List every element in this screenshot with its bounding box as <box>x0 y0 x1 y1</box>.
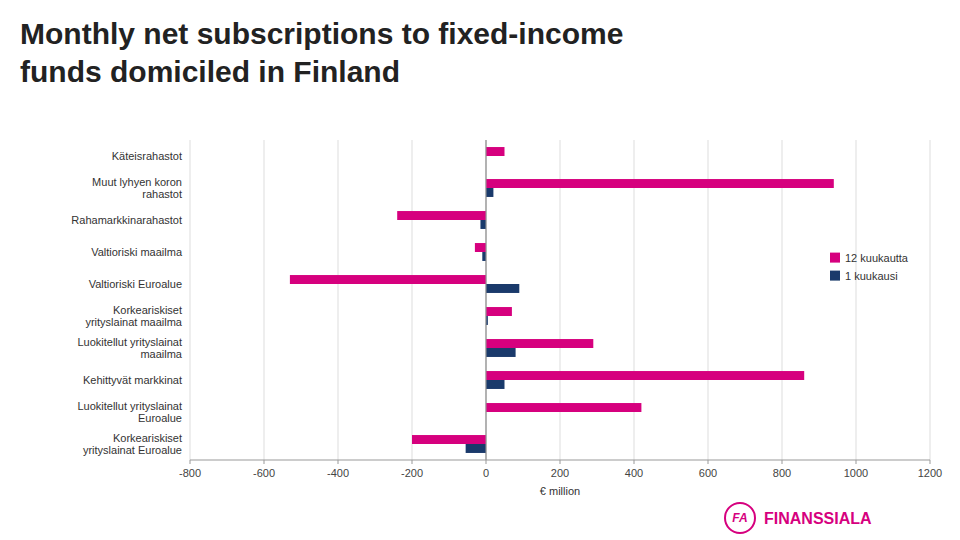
tick-mark <box>856 460 857 464</box>
bars <box>290 147 834 453</box>
category-label: Korkeariskisetyrityslainat Euroalue <box>83 432 182 456</box>
category-label: Kehittyvät markkinat <box>83 374 182 386</box>
grid-line <box>486 140 487 460</box>
tick-label: -400 <box>327 467 349 479</box>
tick-label: 1200 <box>918 467 942 479</box>
legend-label: 1 kuukausi <box>845 270 898 282</box>
legend-swatch <box>830 253 840 263</box>
grid-line <box>190 140 191 460</box>
tick-label: 0 <box>483 467 489 479</box>
bar <box>397 211 486 220</box>
tick-mark <box>190 460 191 464</box>
grid-line <box>930 140 931 460</box>
chart: Monthly net subscriptions to fixed-incom… <box>0 0 960 540</box>
zero-line <box>486 140 487 460</box>
category-label: Valtioriski maailma <box>91 246 183 258</box>
bar <box>486 339 593 348</box>
tick-label: -600 <box>253 467 275 479</box>
bar <box>486 371 804 380</box>
bar <box>486 179 834 188</box>
bar <box>480 220 486 229</box>
bar <box>475 243 486 252</box>
grid <box>190 140 930 460</box>
category-label: Luokitellut yrityslainatmaailma <box>77 336 182 360</box>
category-label: Luokitellut yrityslainatEuroalue <box>77 400 182 424</box>
category-label: Muut lyhyen koronrahastot <box>92 176 182 200</box>
category-label: Rahamarkkinarahastot <box>71 214 182 226</box>
annotation: FA <box>732 511 747 525</box>
bar <box>486 188 493 197</box>
legend-label: 12 kuukautta <box>845 252 909 264</box>
bar <box>486 380 505 389</box>
tick-mark <box>782 460 783 464</box>
tick-label: 1000 <box>844 467 868 479</box>
category-label: Korkeariskisetyrityslainat maailma <box>85 304 182 328</box>
tick-mark <box>708 460 709 464</box>
logo: FA FINANSSIALA <box>725 503 872 533</box>
tick-label: -800 <box>179 467 201 479</box>
tick-mark <box>560 460 561 464</box>
tick-label: 200 <box>551 467 569 479</box>
x-axis-line <box>190 460 930 461</box>
bar <box>486 403 641 412</box>
tick-mark <box>338 460 339 464</box>
legend: 12 kuukautta 1 kuukausi <box>830 252 909 282</box>
tick-label: -200 <box>401 467 423 479</box>
bar <box>486 348 516 357</box>
bar <box>466 444 486 453</box>
grid-line <box>264 140 265 460</box>
tick-mark <box>930 460 931 464</box>
category-label: Käteisrahastot <box>112 150 182 162</box>
bar <box>290 275 486 284</box>
category-label: Valtioriski Euroalue <box>89 278 182 290</box>
bar <box>486 284 519 293</box>
tick-label: 400 <box>625 467 643 479</box>
title: Monthly net subscriptions to fixed-incom… <box>20 17 623 88</box>
bar <box>412 435 486 444</box>
tick-mark <box>486 460 487 464</box>
grid-line <box>856 140 857 460</box>
tick-mark <box>412 460 413 464</box>
tick-label: 600 <box>699 467 717 479</box>
tick-mark <box>634 460 635 464</box>
tick-mark <box>264 460 265 464</box>
x-axis-label: € million <box>540 485 580 497</box>
annotation: FINANSSIALA <box>764 510 872 527</box>
tick-label: 800 <box>773 467 791 479</box>
grid-line <box>338 140 339 460</box>
logo-circle <box>725 503 755 533</box>
grid-line <box>412 140 413 460</box>
bar <box>486 307 512 316</box>
bar <box>482 252 486 261</box>
legend-swatch <box>830 271 840 281</box>
bar <box>486 147 505 156</box>
